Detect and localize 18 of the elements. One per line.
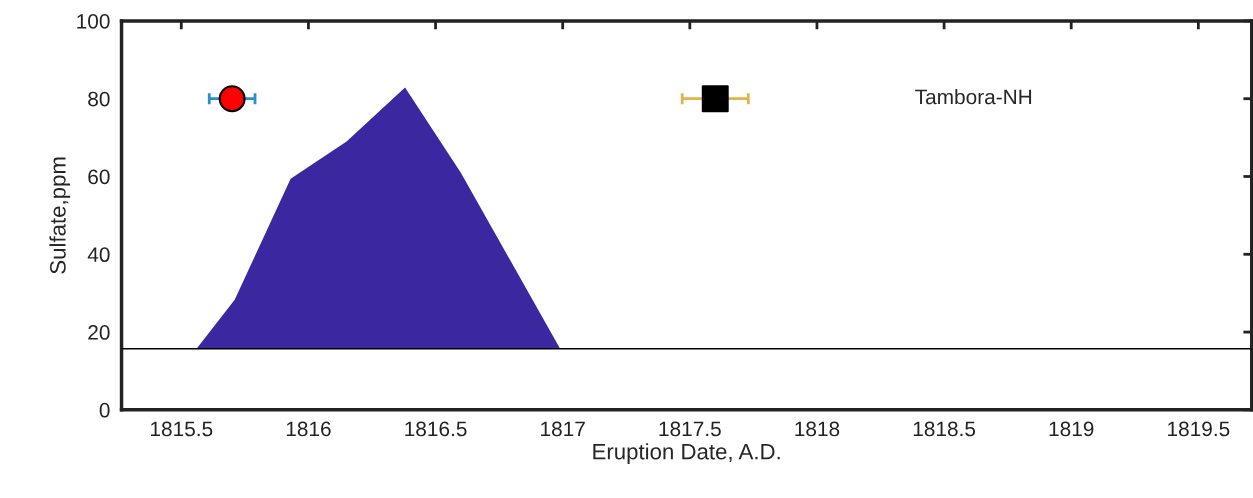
x-tick-label: 1816 xyxy=(286,421,331,437)
annotation: Tambora-NH xyxy=(915,88,1032,105)
y-tick-label: 20 xyxy=(88,325,110,340)
y-tick-label: 100 xyxy=(77,13,110,29)
x-tick-label: 1817.5 xyxy=(659,421,721,437)
x-tick-label: 1817 xyxy=(541,421,585,437)
y-tick-label: 40 xyxy=(87,247,110,263)
x-tick-label: 1818.5 xyxy=(913,421,976,437)
y-tick-label: 0 xyxy=(99,402,110,418)
y-tick-label: 60 xyxy=(88,169,110,185)
x-tick-label: 1818 xyxy=(795,421,840,437)
x-tick-label: 1819.5 xyxy=(1168,421,1230,437)
y-tick-label: 80 xyxy=(88,91,110,107)
x-tick-label: 1815.5 xyxy=(151,421,213,437)
x-tick-label: 1816.5 xyxy=(405,421,467,437)
x-axis-title: Eruption Date, A.D. xyxy=(593,443,780,464)
x-tick-label: 1819 xyxy=(1049,421,1094,437)
y-axis-title: Sulfate,ppm xyxy=(49,157,71,274)
